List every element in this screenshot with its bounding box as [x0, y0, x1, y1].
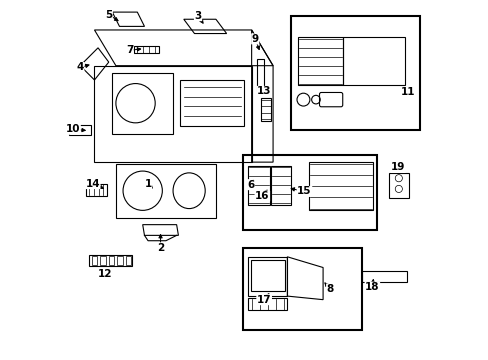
Text: 1: 1	[144, 179, 151, 189]
Text: 7: 7	[125, 45, 133, 55]
Bar	[290, 16, 419, 130]
Text: 18: 18	[365, 282, 379, 292]
Text: 11: 11	[400, 87, 414, 98]
Text: 4: 4	[76, 63, 84, 72]
Bar	[242, 155, 376, 230]
Text: 3: 3	[194, 11, 201, 21]
Text: 10: 10	[66, 124, 80, 134]
Text: 16: 16	[255, 191, 269, 201]
Text: 8: 8	[326, 284, 333, 294]
Text: 17: 17	[256, 295, 271, 305]
Text: 13: 13	[256, 86, 271, 96]
Text: 12: 12	[98, 269, 112, 279]
Bar	[242, 248, 362, 330]
Text: 14: 14	[85, 179, 100, 189]
Text: 19: 19	[390, 162, 405, 172]
Text: 9: 9	[251, 34, 258, 44]
Text: 2: 2	[157, 243, 164, 253]
Text: 6: 6	[247, 180, 254, 190]
Text: 5: 5	[105, 10, 112, 19]
Text: 15: 15	[297, 186, 311, 197]
